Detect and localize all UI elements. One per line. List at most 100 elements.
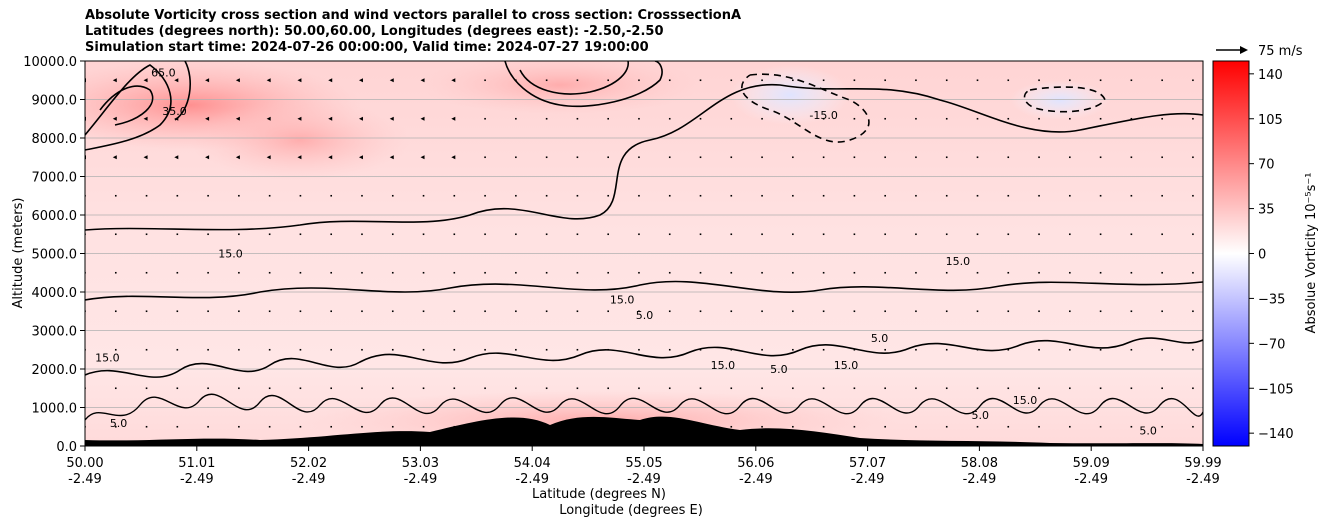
wind-vector [361, 310, 363, 313]
wind-vector [1161, 233, 1163, 236]
wind-vector [1099, 425, 1102, 428]
wind-vector [361, 271, 363, 274]
wind-vector [730, 117, 733, 120]
wind-vector [1069, 271, 1071, 274]
wind-vector [576, 425, 579, 428]
wind-vector [451, 78, 456, 83]
wind-vector [638, 79, 640, 82]
x-tick-label-lon: -2.49 [68, 472, 102, 487]
wind-vector [330, 310, 333, 313]
wind-vector [545, 425, 548, 428]
wind-vector [1099, 79, 1102, 82]
x-tick-label-lat: 54.04 [514, 456, 551, 471]
wind-vector [607, 233, 609, 236]
wind-vector [792, 233, 794, 236]
wind-vector [792, 156, 794, 159]
wind-vector [976, 310, 979, 313]
x-axis-title-lat: Latitude (degrees N) [532, 487, 666, 502]
wind-vector [607, 271, 609, 274]
wind-vector [1038, 233, 1040, 236]
wind-vector [699, 310, 702, 313]
contours [85, 61, 1203, 421]
x-tick-label-lon: -2.49 [739, 472, 773, 487]
wind-vector [699, 156, 702, 159]
wind-vector [915, 117, 917, 120]
wind-vector [1038, 348, 1040, 351]
x-axis-title-lon: Longitude (degrees E) [559, 503, 703, 518]
wind-vector [145, 425, 148, 428]
wind-vector [299, 425, 302, 428]
wind-vector [1038, 117, 1040, 120]
x-tick-label-lon: -2.49 [851, 472, 885, 487]
wind-vector [176, 310, 179, 313]
wind-vector [853, 387, 856, 390]
wind-vector [145, 387, 148, 390]
wind-vector [792, 387, 794, 390]
wind-vector [730, 310, 733, 313]
x-tick-label-lon: -2.49 [515, 472, 549, 487]
wind-vector [268, 271, 271, 274]
wind-vector [945, 79, 948, 82]
wind-vector [576, 233, 579, 236]
wind-vector [668, 117, 671, 120]
wind-vector [699, 271, 702, 274]
wind-vector [699, 194, 702, 197]
wind-vector [1192, 348, 1194, 351]
y-tick-label: 4000.0 [32, 286, 78, 301]
wind-vector [545, 194, 548, 197]
wind-vector [358, 155, 363, 160]
wind-vector [761, 117, 763, 120]
wind-vector [238, 271, 240, 274]
wind-vector [174, 155, 179, 160]
wind-vector [176, 233, 179, 236]
colorbar-label: Absolue Vorticity 10⁻⁵s⁻¹ [1304, 173, 1319, 334]
quiver-key-arrowhead [1240, 46, 1248, 54]
wind-vector [389, 116, 394, 121]
wind-vector [391, 194, 394, 197]
wind-vector [945, 156, 948, 159]
wind-vector [268, 425, 271, 428]
wind-vector [638, 348, 640, 351]
wind-vector [607, 348, 609, 351]
wind-vector [884, 233, 886, 236]
wind-vector [176, 387, 179, 390]
wind-vector [976, 117, 979, 120]
wind-vector [822, 310, 825, 313]
wind-vector [545, 79, 548, 82]
wind-vector [1069, 79, 1071, 82]
contour-label: 15.0 [711, 359, 736, 372]
wind-vector [1099, 271, 1102, 274]
wind-vector [730, 271, 733, 274]
wind-vector [422, 271, 425, 274]
colorbar-ticks: 140 105 70 35 0 −35 −70 −105 −140 [1249, 68, 1294, 442]
wind-vector [266, 78, 271, 83]
wind-vector [515, 310, 517, 313]
wind-vector [607, 310, 609, 313]
wind-vector [1192, 310, 1194, 313]
x-tick-label-lat: 58.08 [961, 456, 998, 471]
wind-vector [420, 116, 425, 121]
wind-vector [299, 233, 302, 236]
wind-vector [1130, 194, 1133, 197]
wind-vector [207, 194, 209, 197]
vorticity-high-region [420, 61, 700, 115]
wind-vector [145, 194, 148, 197]
y-tick-label: 8000.0 [32, 132, 78, 147]
wind-vector [576, 348, 579, 351]
wind-vector [515, 387, 517, 390]
wind-vector [143, 78, 148, 83]
wind-vector [884, 425, 886, 428]
wind-vector [328, 78, 333, 83]
wind-vector [976, 156, 979, 159]
x-tick-label-lon: -2.49 [1186, 472, 1220, 487]
wind-vector [1007, 271, 1010, 274]
wind-vector [1130, 156, 1133, 159]
wind-vector [422, 194, 425, 197]
wind-vector [638, 117, 640, 120]
wind-vector [1099, 348, 1102, 351]
wind-vector [853, 348, 856, 351]
wind-vector [884, 310, 886, 313]
x-tick-label-lat: 51.01 [178, 456, 215, 471]
wind-vector [268, 233, 271, 236]
wind-vector [174, 78, 179, 83]
